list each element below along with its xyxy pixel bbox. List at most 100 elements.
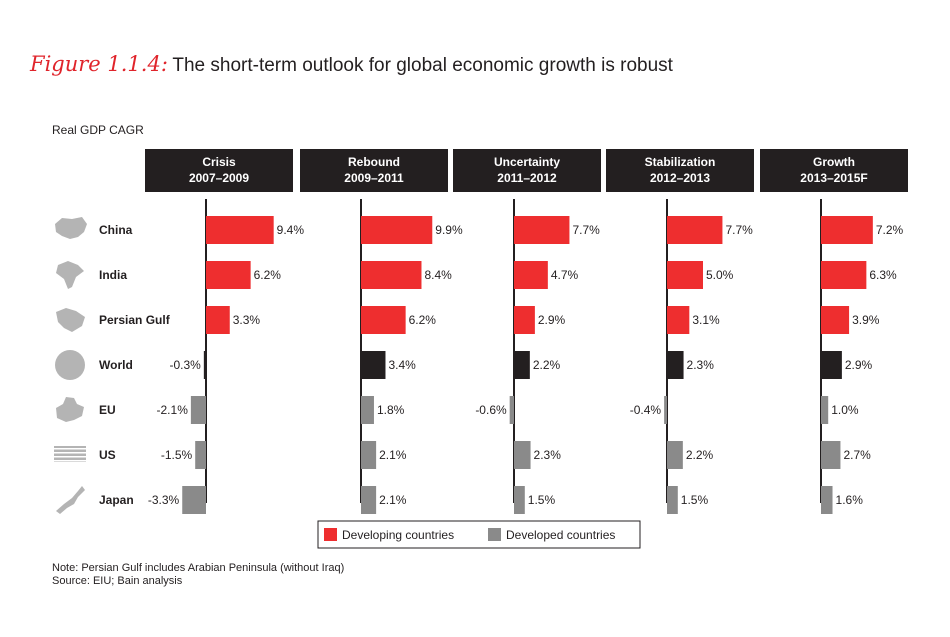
- data-label: -0.6%: [475, 403, 507, 417]
- legend-label: Developing countries: [342, 528, 454, 542]
- panel-period: 2007–2009: [189, 171, 249, 185]
- category-label: World: [99, 358, 133, 372]
- bar: [821, 216, 873, 244]
- bar: [190, 396, 206, 424]
- data-label: 2.1%: [379, 448, 407, 462]
- bar: [361, 306, 406, 334]
- bar: [361, 396, 374, 424]
- bar: [514, 441, 531, 469]
- bar: [206, 216, 274, 244]
- data-label: -0.4%: [630, 403, 662, 417]
- panel-name: Stabilization: [645, 155, 716, 169]
- japan-map-icon: [56, 486, 85, 514]
- category-label: India: [99, 268, 127, 282]
- data-label: 6.2%: [409, 313, 437, 327]
- china-map-icon: [55, 217, 87, 239]
- bar: [514, 306, 535, 334]
- panel-period: 2013–2015F: [800, 171, 867, 185]
- panel-period: 2012–2013: [650, 171, 710, 185]
- data-label: 7.7%: [572, 223, 600, 237]
- bar: [821, 486, 833, 514]
- bar: [206, 261, 251, 289]
- data-label: 1.5%: [681, 493, 709, 507]
- data-label: 2.7%: [843, 448, 871, 462]
- bar: [667, 306, 690, 334]
- figure-title: Figure 1.1.4: The short-term outlook for…: [30, 52, 673, 77]
- data-label: 1.8%: [377, 403, 405, 417]
- data-label: 5.0%: [706, 268, 734, 282]
- figure-heading: The short-term outlook for global econom…: [172, 55, 673, 76]
- data-label: 2.2%: [686, 448, 714, 462]
- legend-label: Developed countries: [506, 528, 615, 542]
- data-label: -3.3%: [148, 493, 180, 507]
- bar: [667, 261, 703, 289]
- bar: [361, 216, 433, 244]
- bar: [182, 486, 206, 514]
- bar: [664, 396, 667, 424]
- data-label: 1.6%: [836, 493, 864, 507]
- bar: [361, 441, 377, 469]
- category-label: EU: [99, 403, 116, 417]
- data-label: 2.1%: [379, 493, 407, 507]
- persian-gulf-map-icon: [56, 308, 85, 332]
- bar: [361, 486, 377, 514]
- legend-swatch: [488, 528, 501, 541]
- legend-swatch: [324, 528, 337, 541]
- bar: [361, 261, 422, 289]
- data-label: 3.4%: [388, 358, 416, 372]
- bar: [361, 351, 386, 379]
- data-label: 4.7%: [551, 268, 579, 282]
- panel-header: [300, 149, 448, 192]
- data-label: 8.4%: [424, 268, 452, 282]
- bar: [667, 351, 684, 379]
- category-label: Persian Gulf: [99, 313, 171, 327]
- us-flag-icon: [54, 446, 86, 462]
- bar: [195, 441, 206, 469]
- figure-label: Figure 1.1.4:: [30, 52, 168, 76]
- globe-icon: [55, 350, 85, 380]
- chart-note: Note: Persian Gulf includes Arabian Peni…: [52, 562, 345, 574]
- data-label: 3.9%: [852, 313, 880, 327]
- y-axis-label: Real GDP CAGR: [52, 123, 144, 137]
- data-label: 2.9%: [538, 313, 566, 327]
- category-label: Japan: [99, 493, 134, 507]
- data-label: 7.2%: [876, 223, 904, 237]
- data-label: 7.7%: [725, 223, 753, 237]
- category-label: US: [99, 448, 116, 462]
- panel-header: [145, 149, 293, 192]
- bar: [514, 261, 548, 289]
- bar: [821, 441, 841, 469]
- data-label: 9.4%: [277, 223, 305, 237]
- data-label: 3.3%: [233, 313, 261, 327]
- data-label: 6.2%: [254, 268, 282, 282]
- data-label: 9.9%: [435, 223, 463, 237]
- panel-name: Growth: [813, 155, 855, 169]
- data-label: 3.1%: [692, 313, 720, 327]
- data-label: -0.3%: [169, 358, 201, 372]
- panel-name: Uncertainty: [494, 155, 560, 169]
- bar: [203, 351, 206, 379]
- bar: [509, 396, 514, 424]
- chart-source: Source: EIU; Bain analysis: [52, 575, 183, 587]
- data-label: -2.1%: [157, 403, 189, 417]
- bar: [821, 261, 867, 289]
- bar: [821, 396, 829, 424]
- panel-header: [760, 149, 908, 192]
- bar: [206, 306, 230, 334]
- india-map-icon: [56, 261, 84, 289]
- data-label: 2.3%: [687, 358, 715, 372]
- bar: [667, 441, 683, 469]
- data-label: 1.0%: [831, 403, 859, 417]
- eu-map-icon: [56, 397, 84, 422]
- category-label: China: [99, 223, 133, 237]
- bar: [514, 216, 570, 244]
- data-label: 1.5%: [528, 493, 556, 507]
- bar: [821, 306, 850, 334]
- panel-header: [453, 149, 601, 192]
- data-label: 2.9%: [845, 358, 873, 372]
- legend-box: [317, 520, 641, 549]
- bar: [514, 486, 525, 514]
- data-label: 2.2%: [533, 358, 561, 372]
- panel-name: Rebound: [348, 155, 400, 169]
